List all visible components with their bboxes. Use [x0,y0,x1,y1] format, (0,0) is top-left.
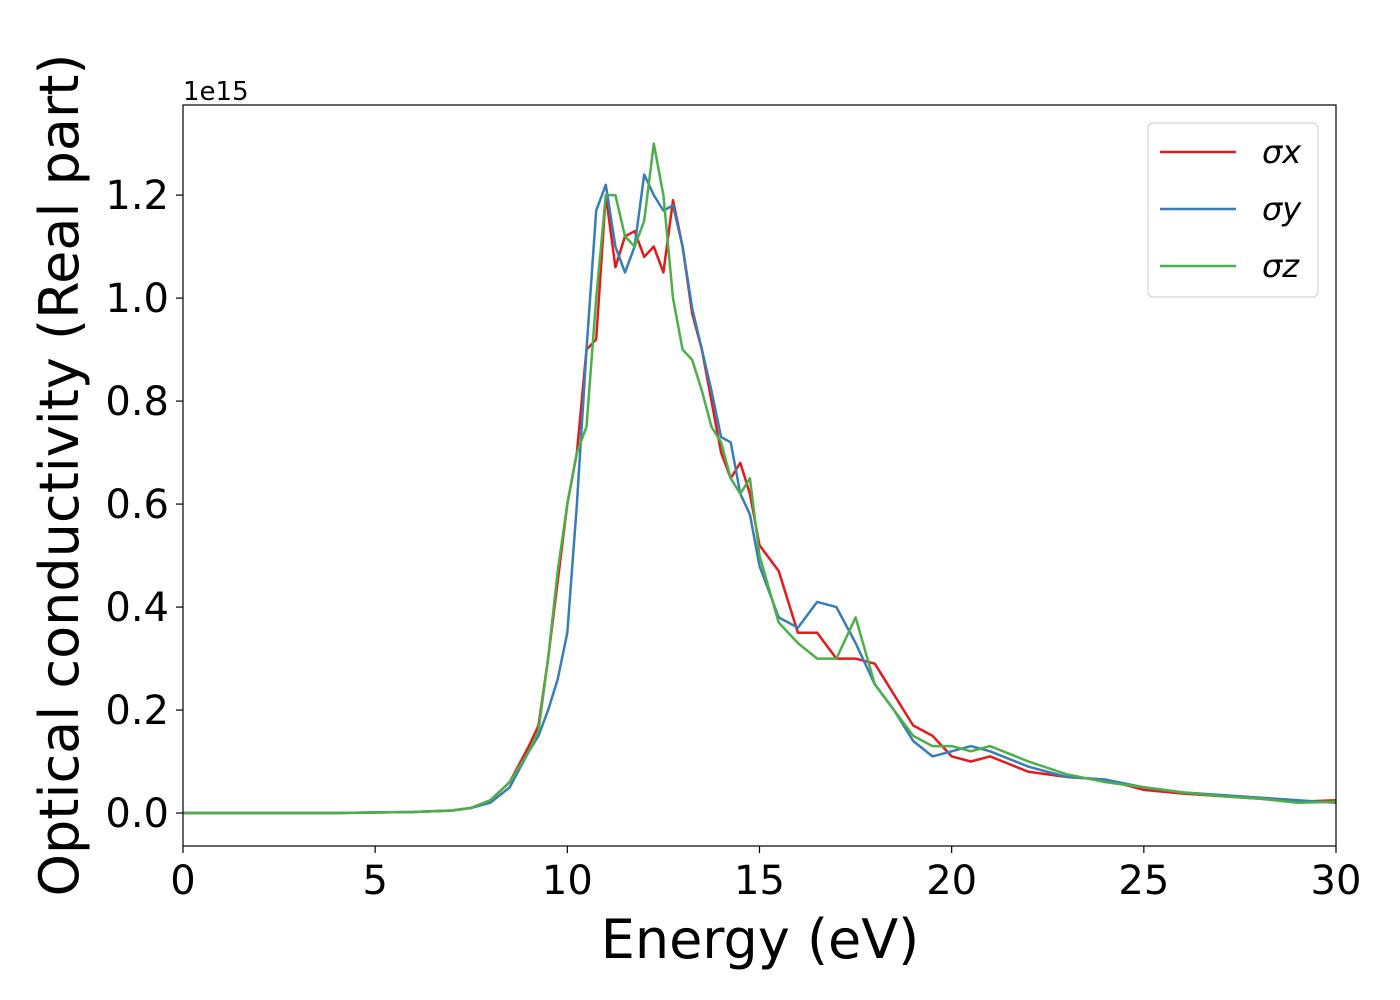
y-tick-label: 0.4 [105,585,169,631]
x-tick-label: 5 [362,858,387,904]
y-tick-label: 0.8 [105,379,169,425]
y-tick-label: 0.0 [105,791,169,837]
y-tick-label: 0.2 [105,688,169,734]
legend-label: σx [1262,133,1302,171]
y-tick-label: 1.2 [105,173,169,219]
series-line [183,173,1336,815]
plot-frame [182,104,1337,847]
x-tick-label: 10 [542,858,593,904]
y-axis-label: Optical conductivity (Real part) [28,54,91,897]
legend: σx σy σz [1147,122,1319,298]
x-tick-label: 0 [170,858,195,904]
x-tick-label: 25 [1118,858,1169,904]
x-axis-label: Energy (eV) [601,908,920,971]
y-offset-label: 1e15 [183,77,249,107]
legend-label: σz [1262,247,1300,285]
series-line [183,142,1336,815]
y-tick-label: 1.0 [105,276,169,322]
y-tick-label: 0.6 [105,482,169,528]
x-tick-label: 15 [734,858,785,904]
legend-label: σy [1262,190,1302,228]
x-tick-label: 20 [926,858,977,904]
x-tick-label: 30 [1311,858,1362,904]
